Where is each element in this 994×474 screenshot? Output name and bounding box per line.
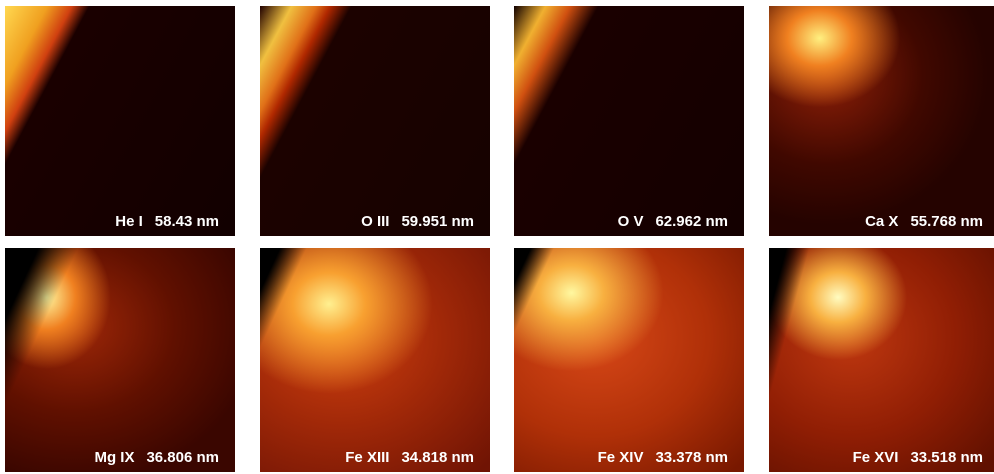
wavelength: 33.378 nm: [655, 449, 728, 466]
image-label: Ca X 55.768 nm: [865, 213, 983, 230]
ion-name: O III: [361, 213, 390, 230]
wavelength: 62.962 nm: [655, 213, 728, 230]
wavelength: 59.951 nm: [401, 213, 474, 230]
ion-name: Ca X: [865, 213, 899, 230]
spectral-image: Fe XIV 33.378 nm: [514, 248, 744, 472]
wavelength: 34.818 nm: [401, 449, 474, 466]
image-label: O III 59.951 nm: [361, 213, 474, 230]
ion-name: Fe XVI: [852, 449, 899, 466]
wavelength: 36.806 nm: [146, 449, 219, 466]
spectral-image: Mg IX 36.806 nm: [5, 248, 235, 472]
image-label: O V 62.962 nm: [618, 213, 728, 230]
image-label: Fe XVI 33.518 nm: [853, 449, 983, 466]
ion-name: He I: [115, 213, 143, 230]
ion-name: Fe XIV: [597, 449, 644, 466]
ion-name: O V: [617, 213, 644, 230]
image-label: He I 58.43 nm: [115, 213, 219, 230]
wavelength: 58.43 nm: [154, 213, 219, 230]
spectral-image: Ca X 55.768 nm: [769, 6, 994, 236]
wavelength: 55.768 nm: [910, 213, 983, 230]
spectral-image: Fe XIII 34.818 nm: [260, 248, 490, 472]
spectral-image: O III 59.951 nm: [260, 6, 490, 236]
image-label: Fe XIV 33.378 nm: [598, 449, 728, 466]
spectral-image: O V 62.962 nm: [514, 6, 744, 236]
ion-name: Fe XIII: [345, 449, 390, 466]
image-label: Fe XIII 34.818 nm: [345, 449, 474, 466]
ion-name: Mg IX: [94, 449, 135, 466]
wavelength: 33.518 nm: [910, 449, 983, 466]
spectral-image: Fe XVI 33.518 nm: [769, 248, 994, 472]
spectral-image: He I 58.43 nm: [5, 6, 235, 236]
image-label: Mg IX 36.806 nm: [94, 449, 219, 466]
